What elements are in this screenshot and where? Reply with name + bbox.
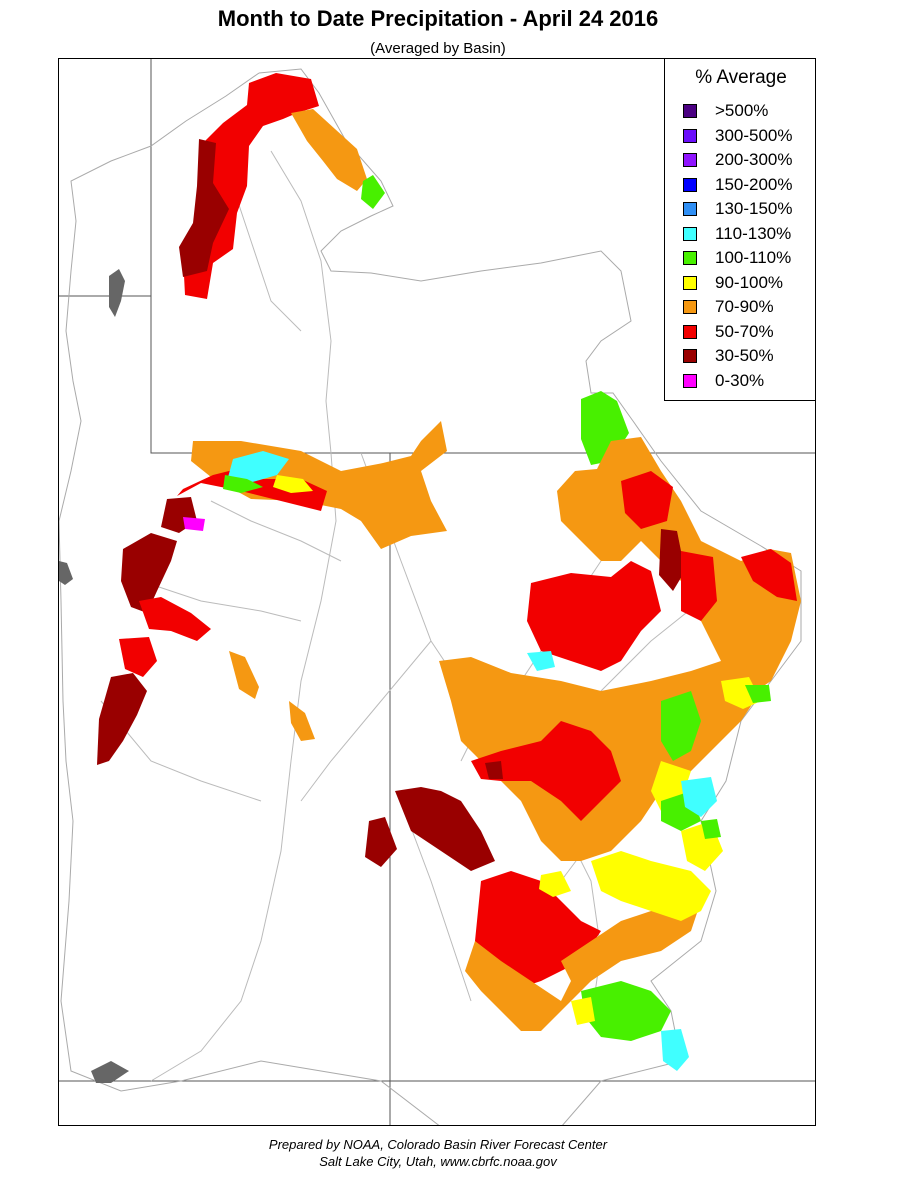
region-50-70 [527, 561, 661, 671]
region-100-110 [581, 981, 671, 1041]
region-100-110 [661, 691, 701, 761]
lakes [59, 269, 129, 1083]
legend-label: 110-130% [715, 223, 792, 243]
region-100-110 [223, 475, 263, 493]
legend-swatch [683, 324, 697, 339]
legend-swatch [683, 128, 697, 143]
region-110-130 [661, 1029, 689, 1071]
legend-items: >500% 300-500% 200-300% 150-200% 130-150% 110… [683, 99, 793, 393]
region-50-70 [183, 73, 319, 299]
region-30-50 [97, 673, 147, 765]
map-canvas [59, 59, 815, 1125]
legend-item: 0-30% [683, 369, 793, 394]
legend-label: 0-30% [715, 370, 765, 390]
region-70-90 [191, 421, 447, 549]
legend-swatch [683, 275, 697, 290]
legend-item: 300-500% [683, 124, 793, 149]
legend-label: 50-70% [715, 321, 774, 341]
region-50-70 [621, 471, 673, 529]
region-100-110 [361, 175, 385, 209]
region-50-70 [139, 597, 211, 641]
region-30-50 [395, 787, 495, 871]
legend-label: 100-110% [715, 248, 792, 268]
legend-item: 130-150% [683, 197, 793, 222]
legend-swatch [683, 349, 697, 364]
region-70-90 [229, 651, 259, 699]
region-50-70 [119, 637, 157, 677]
region-90-100 [539, 871, 571, 897]
region-90-100 [571, 997, 595, 1025]
region-50-70 [741, 549, 797, 601]
region-30-50 [485, 761, 503, 779]
legend-item: 30-50% [683, 344, 793, 369]
precipitation-regions [97, 73, 801, 1071]
legend-swatch [683, 202, 697, 217]
credit-line-2: Salt Lake City, Utah, www.cbrfc.noaa.gov [319, 1154, 557, 1169]
legend-label: 300-500% [715, 125, 793, 145]
region-100-110 [745, 685, 771, 703]
region-0-30 [183, 517, 205, 531]
region-50-70 [681, 551, 717, 621]
legend-swatch [683, 373, 697, 388]
region-70-90 [291, 109, 367, 191]
map-title: Month to Date Precipitation - April 24 2… [217, 6, 659, 31]
basin-outline [59, 68, 802, 1125]
legend-item: >500% [683, 99, 793, 124]
legend-label: 150-200% [715, 174, 793, 194]
legend-swatch [683, 300, 697, 315]
legend-title: % Average [695, 67, 787, 88]
legend-label: 70-90% [715, 297, 774, 317]
legend-item: 110-130% [683, 222, 793, 247]
legend-swatch [683, 251, 697, 266]
legend-item: 50-70% [683, 320, 793, 345]
legend-swatch [683, 177, 697, 192]
legend: % Average >500% 300-500% 200-300% 150-200% 1… [664, 58, 816, 401]
legend-label: 30-50% [715, 346, 774, 366]
credit: Prepared by NOAA, Colorado Basin River F… [0, 1136, 876, 1170]
legend-item: 70-90% [683, 295, 793, 320]
legend-label: 130-150% [715, 199, 793, 219]
region-30-50 [659, 529, 685, 591]
region-90-100 [273, 475, 313, 493]
legend-swatch [683, 104, 697, 119]
region-30-50 [179, 139, 229, 277]
legend-item: 90-100% [683, 271, 793, 296]
region-30-50 [365, 817, 397, 867]
credit-line-1: Prepared by NOAA, Colorado Basin River F… [268, 1137, 608, 1152]
region-110-130 [227, 451, 289, 483]
region-110-130 [527, 651, 555, 671]
region-100-110 [701, 819, 721, 839]
legend-item: 150-200% [683, 173, 793, 198]
legend-swatch [683, 226, 697, 241]
region-50-70 [471, 721, 621, 821]
legend-label: >500% [715, 101, 769, 121]
region-110-130 [681, 777, 717, 817]
region-70-90 [289, 701, 315, 741]
legend-swatch [683, 153, 697, 168]
legend-item: 100-110% [683, 246, 793, 271]
legend-item: 200-300% [683, 148, 793, 173]
region-30-50 [121, 533, 177, 613]
region-70-90 [465, 901, 701, 1031]
region-90-100 [591, 851, 711, 921]
legend-label: 200-300% [715, 150, 793, 170]
map-subtitle: (Averaged by Basin) [370, 40, 506, 57]
legend-label: 90-100% [715, 272, 784, 292]
